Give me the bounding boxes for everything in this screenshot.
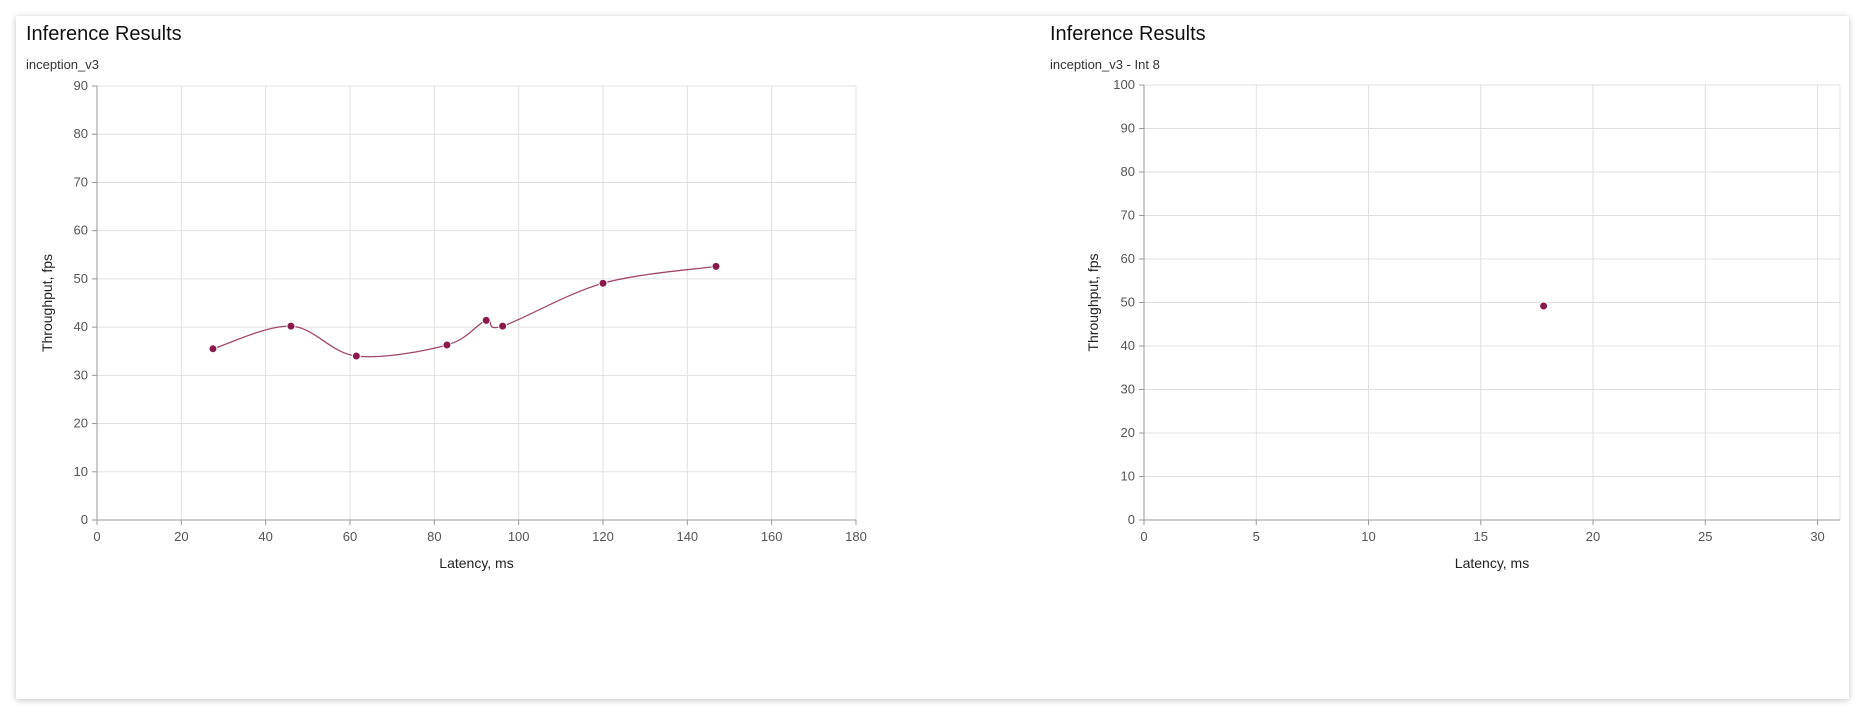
x-tick-label: 100: [508, 529, 530, 544]
y-tick-label: 50: [74, 271, 88, 286]
data-point[interactable]: [1539, 301, 1549, 311]
x-tick-label: 0: [1140, 529, 1147, 544]
y-tick-label: 70: [74, 174, 88, 189]
data-point[interactable]: [598, 278, 608, 288]
x-tick-label: 5: [1253, 529, 1260, 544]
y-tick-label: 40: [74, 319, 88, 334]
results-panel: Inference Results inception_v3 0 10 20 30 40…: [16, 16, 1849, 699]
chart-title: Inference Results: [1050, 23, 1206, 45]
y-tick-label: 50: [1121, 295, 1135, 310]
y-tick-label: 60: [1121, 251, 1135, 266]
data-point[interactable]: [711, 261, 721, 271]
x-tick-label: 10: [1361, 529, 1375, 544]
chart-card-fp32: Inference Results inception_v3 0 10 20 30 40…: [16, 16, 1026, 699]
x-tick-label: 0: [93, 529, 100, 544]
y-axis-title: Throughput, fps: [39, 254, 55, 352]
x-tick-label: 20: [174, 529, 188, 544]
x-axis-title: Latency, ms: [1455, 555, 1529, 571]
chart-subtitle: inception_v3 - Int 8: [1050, 57, 1160, 72]
y-tick-label: 70: [1121, 208, 1135, 223]
y-tick-label: 40: [1121, 338, 1135, 353]
x-tick-label: 160: [761, 529, 783, 544]
x-tick-label: 20: [1586, 529, 1600, 544]
chart-subtitle: inception_v3: [26, 57, 99, 72]
y-tick-label: 60: [74, 223, 88, 238]
x-tick-label: 60: [343, 529, 357, 544]
data-point[interactable]: [286, 321, 296, 331]
x-tick-label: 180: [845, 529, 867, 544]
y-tick-label: 30: [74, 367, 88, 382]
x-tick-label: 80: [427, 529, 441, 544]
x-tick-label: 15: [1474, 529, 1488, 544]
y-tick-label: 20: [1121, 425, 1135, 440]
chart-title: Inference Results: [26, 23, 182, 45]
y-tick-label: 30: [1121, 382, 1135, 397]
data-point[interactable]: [442, 340, 452, 350]
grid-lines: [97, 85, 857, 520]
y-axis-title: Throughput, fps: [1085, 253, 1101, 351]
x-tick-label: 40: [258, 529, 272, 544]
y-tick-label: 10: [1121, 469, 1135, 484]
x-tick-label: 25: [1698, 529, 1712, 544]
y-tick-label: 80: [1121, 164, 1135, 179]
y-tick-label: 90: [74, 78, 88, 93]
y-tick-label: 0: [1128, 512, 1135, 527]
series-line: [212, 265, 717, 358]
x-tick-label: 120: [592, 529, 614, 544]
y-tick-label: 0: [81, 512, 88, 527]
data-point[interactable]: [351, 351, 361, 361]
chart-card-int8: Inference Results inception_v3 - Int 8 0…: [1040, 16, 1849, 699]
y-tick-label: 20: [74, 416, 88, 431]
data-point[interactable]: [208, 344, 218, 354]
y-tick-label: 10: [74, 464, 88, 479]
y-tick-label: 80: [74, 126, 88, 141]
y-tick-label: 100: [1113, 77, 1135, 92]
x-axis-title: Latency, ms: [439, 555, 513, 571]
scatter-chart: 0 10 20 30 40 50 60 70 80 90 100 0 5 10 15 20 25 30 Latenc…: [1085, 77, 1841, 571]
x-tick-label: 140: [676, 529, 698, 544]
grid-lines: [1144, 84, 1841, 520]
data-point[interactable]: [481, 315, 491, 325]
y-tick-label: 90: [1121, 121, 1135, 136]
line-chart: 0 10 20 30 40 50 60 70 80 90 0 20 40 60 80 100 120 140 160…: [39, 78, 867, 571]
x-tick-label: 30: [1810, 529, 1824, 544]
data-point[interactable]: [498, 321, 508, 331]
